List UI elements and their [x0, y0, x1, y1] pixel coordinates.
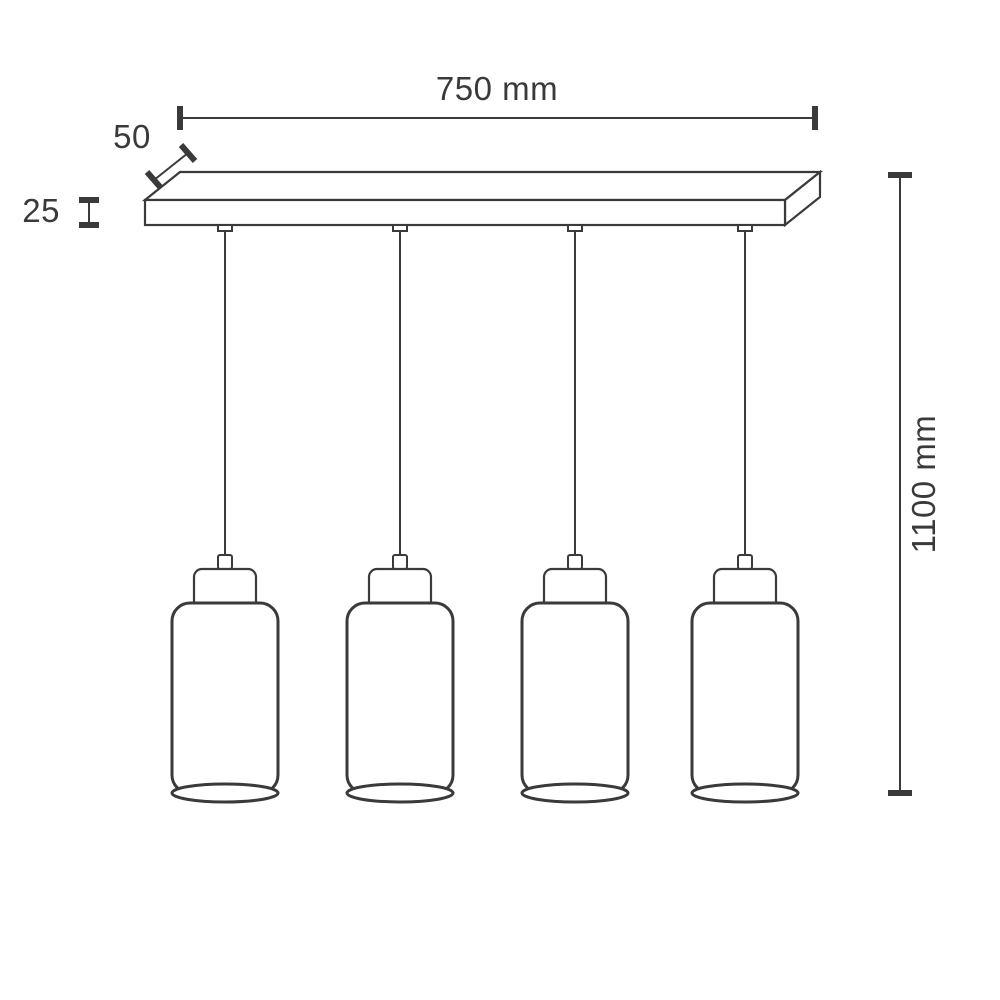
dim-depth-label: 50 — [113, 118, 151, 155]
pendant-2 — [347, 225, 453, 802]
pendant-lamp-diagram: 750 mm 50 25 1100 mm — [0, 0, 1000, 1000]
dim-bar-height-label: 25 — [22, 192, 60, 229]
pendant-3 — [522, 225, 628, 802]
dim-total-height-label: 1100 mm — [905, 415, 942, 554]
pendant-1 — [172, 225, 278, 802]
pendant-4 — [692, 225, 798, 802]
dim-width: 750 mm — [180, 70, 815, 130]
ceiling-bar — [145, 172, 820, 225]
dim-width-label: 750 mm — [436, 70, 558, 107]
dim-total-height: 1100 mm — [888, 175, 942, 793]
dim-bar-height: 25 — [22, 192, 99, 229]
